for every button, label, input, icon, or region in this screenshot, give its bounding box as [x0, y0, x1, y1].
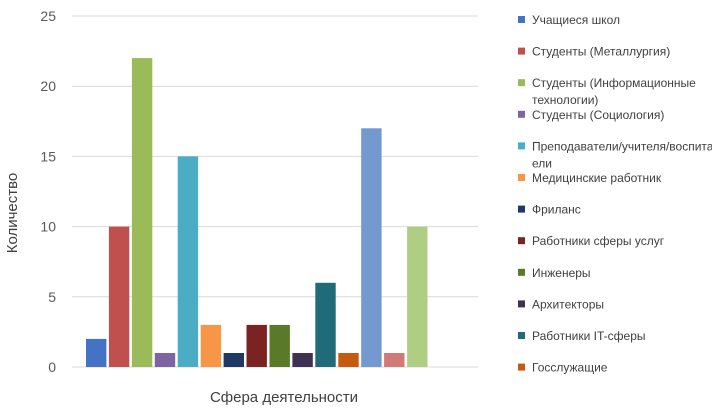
legend-swatch	[518, 47, 525, 55]
y-tick-label: 5	[48, 289, 56, 305]
legend-swatch	[518, 110, 525, 118]
bar	[86, 338, 107, 367]
legend-swatch	[518, 79, 525, 87]
bars	[86, 58, 428, 367]
bar	[246, 324, 267, 367]
legend-label: Работники IT-сферы	[532, 329, 646, 343]
bar	[269, 324, 290, 367]
legend-label: Госслужащие	[532, 361, 608, 375]
bar	[177, 156, 199, 367]
legend-label: Медицинские работник	[532, 171, 662, 185]
legend-label: Работники сферы услуг	[532, 234, 665, 248]
legend-swatch	[518, 174, 525, 181]
legend-label: Фриланс	[532, 203, 581, 217]
legend-swatch	[518, 268, 525, 276]
legend-swatch	[518, 205, 525, 213]
bar	[407, 226, 428, 367]
legend-label: Преподаватели/учителя/воспитат ели	[532, 139, 712, 170]
bar	[315, 282, 336, 367]
legend-swatch	[518, 16, 525, 23]
bar	[131, 58, 153, 367]
legend-label: Инженеры	[532, 266, 591, 280]
legend: Учащиеся школ Студенты (Металлургия) Студе…	[518, 13, 712, 375]
bar	[292, 353, 313, 367]
bar	[108, 226, 130, 367]
bar	[384, 353, 405, 367]
bar	[223, 353, 244, 367]
y-tick-label: 15	[40, 148, 56, 164]
x-axis-title: Сфера деятельности	[210, 389, 358, 406]
bar	[200, 324, 222, 367]
bar	[154, 353, 176, 367]
y-tick-label: 20	[40, 78, 56, 94]
legend-swatch	[518, 237, 525, 245]
legend-label: Студенты (Информационные технологии)	[532, 76, 696, 107]
legend-label: Студенты (Социология)	[532, 108, 664, 122]
y-tick-label: 25	[40, 8, 56, 24]
bar	[338, 353, 359, 367]
y-tick-label: 0	[48, 359, 56, 375]
y-axis-ticks: 0 5 10 15 20 25	[40, 8, 56, 375]
legend-label: Архитекторы	[532, 297, 604, 311]
legend-swatch	[518, 363, 525, 371]
legend-swatch	[518, 300, 525, 308]
bar	[361, 128, 382, 367]
legend-label: Учащиеся школ	[532, 13, 620, 27]
y-tick-label: 10	[40, 219, 56, 235]
legend-label: Студенты (Металлургия)	[532, 45, 670, 59]
legend-swatch	[518, 142, 525, 150]
legend-swatch	[518, 332, 525, 339]
y-axis-title: Количество	[4, 173, 21, 254]
